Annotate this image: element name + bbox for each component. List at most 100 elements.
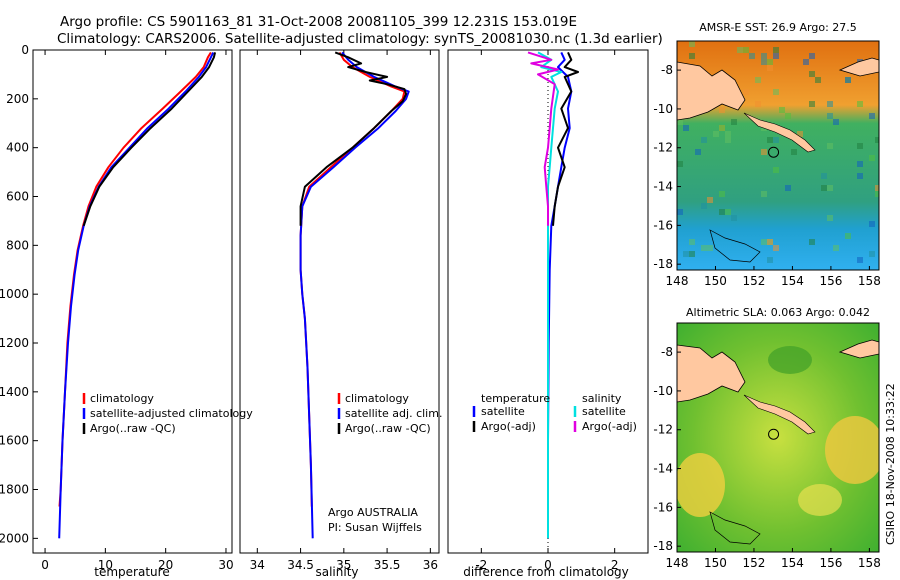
map-y-tick-label: -14 bbox=[653, 180, 673, 194]
difference-xlabel: difference from climatology bbox=[463, 565, 629, 579]
map-x-tick-label: 156 bbox=[819, 274, 842, 288]
sst-pixel bbox=[719, 107, 725, 113]
legend-temperature-header: temperature bbox=[481, 392, 550, 405]
sst-pixel bbox=[737, 47, 743, 53]
x-tick-label: 10 bbox=[98, 558, 113, 572]
salinity-axes-frame bbox=[239, 49, 440, 554]
legend-satellite-label: satellite adj. clim. bbox=[345, 407, 442, 420]
x-tick-label: 20 bbox=[158, 558, 173, 572]
salinity-legend: climatology satellite adj. clim. Argo(..… bbox=[337, 392, 442, 435]
sst-land-archipelago bbox=[743, 112, 816, 153]
sla-land-archipelago bbox=[743, 394, 816, 435]
map-y-tick-label: -14 bbox=[653, 462, 673, 476]
y-tick-label: 400 bbox=[6, 141, 29, 155]
sst-pixel bbox=[719, 209, 725, 215]
x-tick-label: -2 bbox=[475, 558, 487, 572]
sst-pixel bbox=[827, 113, 833, 119]
sst-pixel bbox=[767, 257, 773, 263]
series-temperature-argo bbox=[552, 51, 579, 226]
map-x-tick-label: 154 bbox=[781, 556, 804, 570]
sst-pixel bbox=[689, 251, 695, 257]
map-x-tick-label: 150 bbox=[704, 556, 727, 570]
sst-pixel bbox=[875, 191, 879, 197]
sst-pixel bbox=[809, 53, 815, 59]
map-y-tick-label: -12 bbox=[653, 141, 673, 155]
figure-title-line1: Argo profile: CS 5901163_81 31-Oct-2008 … bbox=[60, 14, 577, 30]
sst-pixel bbox=[833, 245, 839, 251]
sst-pixel bbox=[755, 101, 761, 107]
map-x-tick-label: 152 bbox=[742, 556, 765, 570]
sst-pixel bbox=[731, 119, 737, 125]
difference-panel: -2 0 2 difference from climatology tempera… bbox=[447, 49, 649, 579]
sst-pixel bbox=[809, 101, 815, 107]
sst-pixel bbox=[743, 47, 749, 53]
legend-climatology-label: climatology bbox=[345, 392, 409, 405]
x-tick-label: 2 bbox=[611, 558, 619, 572]
map-x-tick-label: 158 bbox=[858, 274, 881, 288]
sla-map-panel: Altimetric SLA: 0.063 Argo: 0.042 148 150… bbox=[653, 306, 881, 570]
sst-pixel bbox=[773, 47, 779, 53]
y-tick-label: 1800 bbox=[0, 483, 29, 497]
sst-pixel bbox=[875, 185, 879, 191]
sst-pixel bbox=[767, 59, 773, 65]
sst-pixel bbox=[797, 131, 803, 137]
legend-sal-argo-label: Argo(-adj) bbox=[582, 420, 637, 433]
sst-pixel bbox=[785, 113, 791, 119]
map-y-tick-label: -18 bbox=[653, 539, 673, 553]
legend-satellite-label: satellite-adjusted climatology bbox=[90, 407, 253, 420]
y-tick-label: 1200 bbox=[0, 336, 29, 350]
sst-reef-outline bbox=[709, 229, 761, 263]
sla-argo-position-marker bbox=[768, 428, 780, 440]
sst-pixel bbox=[869, 113, 875, 119]
map-y-tick-label: -10 bbox=[653, 102, 673, 116]
sst-pixel bbox=[773, 167, 779, 173]
sst-pixel bbox=[857, 143, 863, 149]
y-tick-label: 2000 bbox=[0, 531, 29, 545]
sst-land-islands bbox=[838, 57, 879, 77]
sst-pixel bbox=[869, 155, 875, 161]
sst-map-frame bbox=[676, 40, 880, 271]
sst-map-panel: AMSR-E SST: 26.9 Argo: 27.5 148 150 152 154… bbox=[653, 21, 881, 288]
sst-pixel bbox=[701, 245, 707, 251]
sla-land-islands bbox=[838, 339, 879, 359]
temperature-xlabel: temperature bbox=[94, 565, 169, 579]
map-y-tick-label: -10 bbox=[653, 384, 673, 398]
x-tick-label: 30 bbox=[218, 558, 233, 572]
sla-high-east bbox=[825, 416, 879, 484]
sst-pixel bbox=[701, 137, 707, 143]
sst-pixel bbox=[761, 191, 767, 197]
map-y-tick-label: -8 bbox=[661, 63, 673, 77]
sst-pixel bbox=[677, 161, 683, 167]
map-y-tick-label: -16 bbox=[653, 500, 673, 514]
sst-pixel bbox=[743, 89, 749, 95]
annotation-argo-australia: Argo AUSTRALIA bbox=[328, 506, 418, 519]
figure-title-line2: Climatology: CARS2006. Satellite-adjuste… bbox=[57, 31, 663, 47]
sla-map-title: Altimetric SLA: 0.063 Argo: 0.042 bbox=[686, 306, 870, 319]
x-tick-label: 35.5 bbox=[374, 558, 401, 572]
difference-legend: temperature satellite Argo(-adj) salinit… bbox=[472, 392, 637, 433]
sst-pixel bbox=[755, 77, 761, 83]
map-y-tick-label: -18 bbox=[653, 257, 673, 271]
sst-pixel bbox=[701, 203, 707, 209]
x-tick-label: 34.5 bbox=[287, 558, 314, 572]
map-x-tick-label: 158 bbox=[858, 556, 881, 570]
sst-pixel bbox=[707, 245, 713, 251]
sst-pixel bbox=[857, 161, 863, 167]
series-climatology bbox=[58, 51, 212, 507]
y-tick-label: 1600 bbox=[0, 434, 29, 448]
sst-pixel bbox=[677, 119, 683, 125]
sst-pixel bbox=[683, 251, 689, 257]
sst-pixel bbox=[725, 131, 731, 137]
sst-pixel bbox=[707, 197, 713, 203]
sst-pixel bbox=[845, 77, 851, 83]
x-tick-label: 36 bbox=[423, 558, 438, 572]
sst-pixel bbox=[857, 173, 863, 179]
temperature-axes-frame bbox=[32, 49, 233, 554]
sst-map-title: AMSR-E SST: 26.9 Argo: 27.5 bbox=[699, 21, 857, 34]
sla-map-frame bbox=[676, 322, 880, 553]
legend-sal-satellite-label: satellite bbox=[582, 405, 626, 418]
sst-pixel bbox=[827, 215, 833, 221]
map-x-tick-label: 148 bbox=[666, 556, 689, 570]
map-y-tick-label: -16 bbox=[653, 218, 673, 232]
sst-pixel bbox=[689, 239, 695, 245]
